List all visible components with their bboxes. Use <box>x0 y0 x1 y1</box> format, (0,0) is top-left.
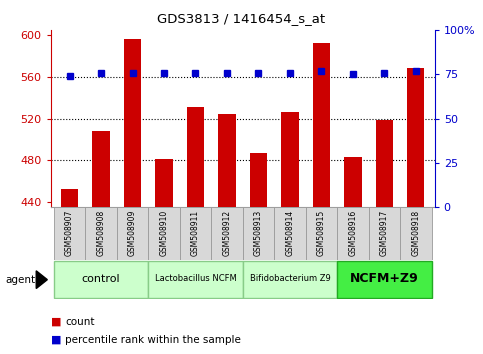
Bar <box>243 261 337 298</box>
Text: NCFM+Z9: NCFM+Z9 <box>350 272 419 285</box>
Text: count: count <box>65 317 95 327</box>
Bar <box>54 261 148 298</box>
Bar <box>376 120 393 207</box>
Bar <box>156 159 173 207</box>
Text: ■: ■ <box>51 335 61 345</box>
Bar <box>187 107 204 207</box>
Text: Bifidobacterium Z9: Bifidobacterium Z9 <box>250 274 330 284</box>
Bar <box>85 207 117 260</box>
Text: Lactobacillus NCFM: Lactobacillus NCFM <box>155 274 236 284</box>
Bar <box>400 207 431 260</box>
Bar <box>369 207 400 260</box>
Polygon shape <box>36 271 47 289</box>
Bar <box>124 39 141 207</box>
Text: GSM508907: GSM508907 <box>65 209 74 256</box>
Bar <box>337 261 431 298</box>
Bar <box>306 207 337 260</box>
Text: GSM508917: GSM508917 <box>380 210 389 256</box>
Text: control: control <box>82 274 120 284</box>
Bar <box>218 114 236 207</box>
Bar <box>243 207 274 260</box>
Bar <box>61 189 78 207</box>
Text: GSM508914: GSM508914 <box>285 210 295 256</box>
Bar <box>281 112 298 207</box>
Bar <box>337 207 369 260</box>
Bar <box>344 157 361 207</box>
Text: GSM508915: GSM508915 <box>317 210 326 256</box>
Text: GSM508916: GSM508916 <box>348 210 357 256</box>
Text: ■: ■ <box>51 317 61 327</box>
Bar <box>313 42 330 207</box>
Text: GSM508913: GSM508913 <box>254 210 263 256</box>
Bar <box>148 261 243 298</box>
Bar <box>92 131 110 207</box>
Text: GDS3813 / 1416454_s_at: GDS3813 / 1416454_s_at <box>157 12 326 25</box>
Text: GSM508909: GSM508909 <box>128 209 137 256</box>
Text: GSM508911: GSM508911 <box>191 210 200 256</box>
Bar <box>211 207 243 260</box>
Text: percentile rank within the sample: percentile rank within the sample <box>65 335 241 345</box>
Bar <box>54 207 85 260</box>
Text: GSM508918: GSM508918 <box>412 210 420 256</box>
Bar <box>274 207 306 260</box>
Bar <box>180 207 211 260</box>
Bar <box>148 207 180 260</box>
Text: GSM508912: GSM508912 <box>223 210 231 256</box>
Text: GSM508908: GSM508908 <box>97 210 106 256</box>
Bar <box>407 68 425 207</box>
Bar <box>250 153 267 207</box>
Text: GSM508910: GSM508910 <box>159 210 169 256</box>
Bar <box>117 207 148 260</box>
Text: agent: agent <box>6 275 36 285</box>
